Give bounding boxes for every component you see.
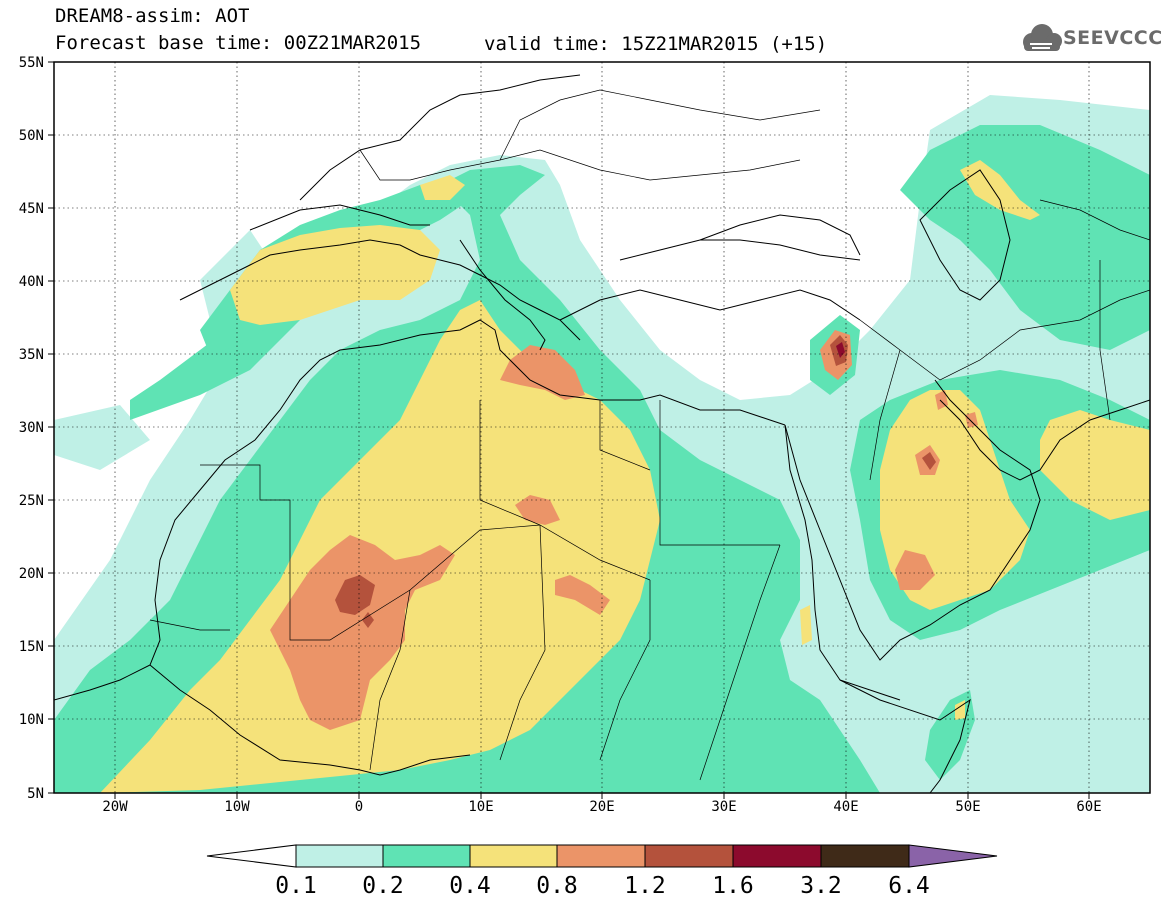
lon-label: 30E: [711, 799, 737, 815]
colorbar-label: 1.6: [712, 873, 754, 899]
colorbar-bin-2: [382, 844, 471, 868]
colorbar-label: 1.2: [624, 873, 666, 899]
valid-time: valid time: 15Z21MAR2015 (+15): [484, 33, 828, 55]
colorbar: [206, 844, 998, 868]
aot-level-1-2: [335, 335, 936, 628]
lon-label: 10W: [224, 799, 250, 815]
colorbar-label: 0.2: [362, 873, 404, 899]
lon-label: 0: [354, 799, 364, 815]
lat-label: 35N: [18, 347, 44, 363]
lon-label: 20W: [102, 799, 128, 815]
title-line2: Forecast base time: 00Z21MAR2015: [55, 32, 422, 54]
colorbar-over-triangle: [908, 844, 998, 868]
lat-label: 45N: [18, 201, 44, 217]
lon-label: 50E: [955, 799, 981, 815]
cloud-logo-icon: [1023, 24, 1062, 51]
lat-label: 50N: [18, 128, 44, 144]
colorbar-under-triangle: [206, 844, 297, 868]
colorbar-bin-7: [820, 844, 910, 868]
lat-label: 30N: [18, 420, 44, 436]
colorbar-label: 0.4: [449, 873, 491, 899]
lat-label: 25N: [18, 493, 44, 509]
lon-label: 10E: [468, 799, 494, 815]
lon-label: 40E: [833, 799, 859, 815]
lat-label: 40N: [18, 274, 44, 290]
colorbar-bin-6: [732, 844, 822, 868]
lat-label: 55N: [18, 55, 44, 71]
lat-label: 10N: [18, 712, 44, 728]
lon-label: 20E: [589, 799, 615, 815]
colorbar-label: 6.4: [888, 873, 930, 899]
lat-label: 15N: [18, 639, 44, 655]
colorbar-bin-3: [469, 844, 558, 868]
lon-label: 60E: [1076, 799, 1102, 815]
colorbar-label: 0.8: [536, 873, 578, 899]
tick-marks: [48, 61, 1090, 799]
lat-label: 20N: [18, 566, 44, 582]
colorbar-bin-5: [644, 844, 734, 868]
borders: [149, 89, 1150, 781]
lat-label: 5N: [27, 786, 44, 802]
logo-text: SEEVCCC: [1063, 27, 1163, 49]
graticule: [54, 62, 1150, 793]
colorbar-bin-4: [556, 844, 646, 868]
colorbar-label: 3.2: [800, 873, 842, 899]
colorbar-bin-1: [295, 844, 384, 868]
title-line1: DREAM8-assim: AOT: [55, 5, 250, 27]
coastlines: [54, 74, 1150, 793]
aot-level-0-8: [270, 330, 978, 730]
colorbar-label: 0.1: [275, 873, 317, 899]
